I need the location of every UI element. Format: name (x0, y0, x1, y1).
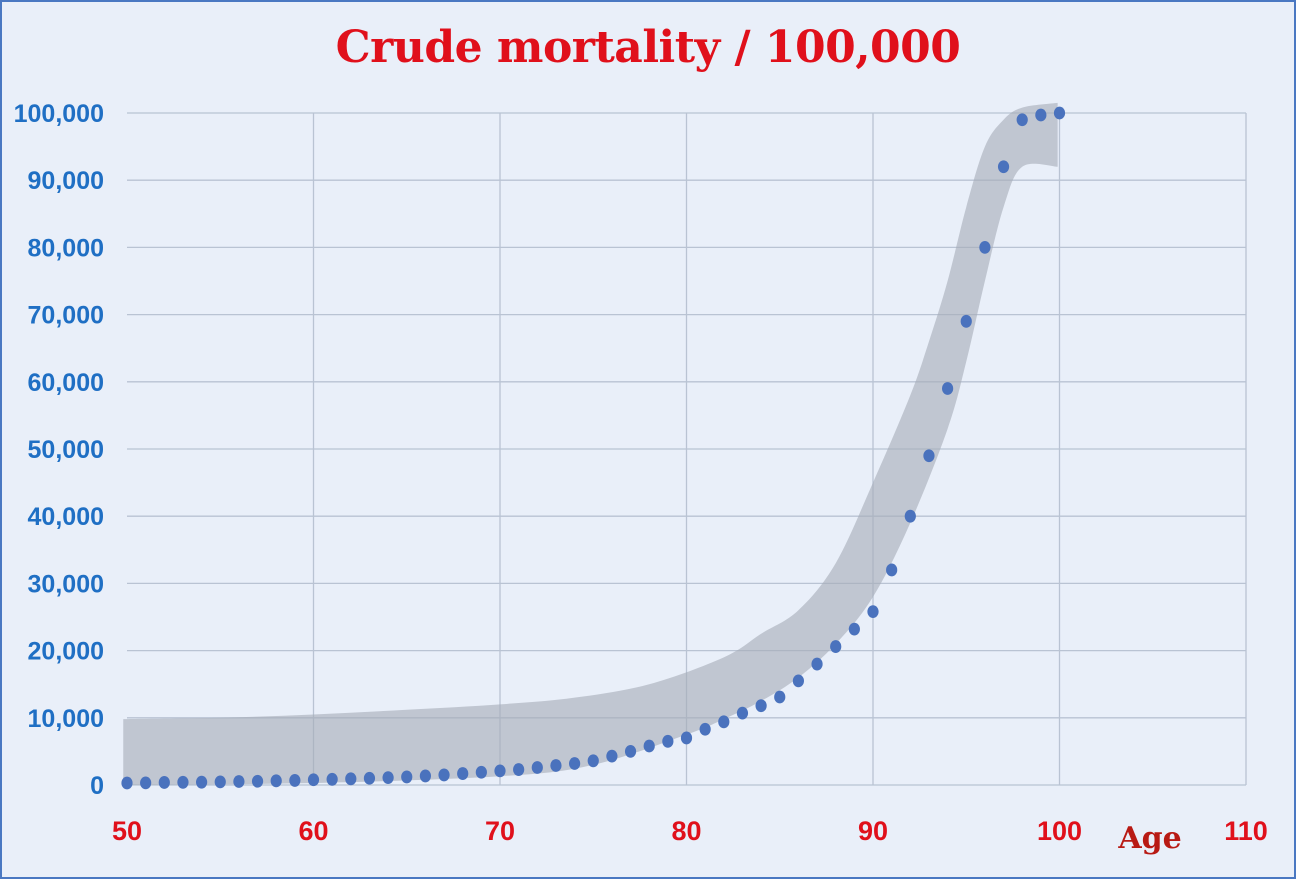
data-point-age-66 (419, 769, 431, 783)
y-tick-label: 10,000 (28, 705, 104, 733)
x-tick-label: 100 (1037, 816, 1082, 846)
data-point-age-53 (177, 775, 189, 789)
data-point-age-56 (233, 775, 245, 788)
data-point-age-86 (792, 674, 805, 688)
x-tick-label: 80 (671, 816, 701, 846)
data-point-age-55 (214, 775, 226, 789)
data-point-age-74 (569, 757, 581, 770)
data-point-age-64 (382, 771, 394, 785)
data-point-age-60 (307, 773, 320, 787)
data-point-age-98 (1016, 113, 1028, 127)
y-tick-label: 80,000 (28, 234, 104, 262)
data-point-age-79 (662, 734, 674, 748)
grid-lines (127, 112, 1247, 786)
data-point-age-99 (1035, 108, 1047, 122)
data-point-age-69 (475, 765, 487, 779)
data-point-age-84 (755, 699, 767, 713)
data-point-age-59 (289, 774, 301, 787)
chart-title: Crude mortality / 100,000 (335, 22, 961, 73)
data-point-age-89 (848, 622, 860, 636)
data-point-age-94 (942, 382, 954, 395)
data-point-age-90 (867, 605, 879, 619)
data-point-age-75 (587, 754, 599, 768)
data-point-age-85 (774, 690, 786, 704)
y-axis-ticks: 0 10,000 20,000 30,000 40,000 50,000 60,000 70,… (14, 100, 104, 800)
data-point-age-76 (606, 749, 618, 763)
data-point-age-61 (326, 772, 338, 786)
data-point-age-52 (158, 776, 170, 789)
y-tick-label: 50,000 (28, 436, 104, 464)
data-point-age-73 (550, 759, 562, 772)
x-tick-label: 70 (485, 816, 515, 846)
data-point-age-63 (363, 771, 376, 785)
y-tick-label: 20,000 (28, 638, 104, 666)
data-point-age-77 (624, 745, 637, 758)
data-point-age-54 (196, 775, 208, 789)
data-point-age-96 (979, 241, 991, 254)
x-tick-label: 90 (858, 816, 888, 846)
y-tick-label: 0 (90, 772, 104, 800)
x-tick-label: 50 (112, 816, 142, 846)
data-point-age-80 (680, 731, 693, 745)
y-tick-label: 30,000 (28, 570, 104, 598)
uncertainty-band (123, 102, 1058, 786)
data-point-age-78 (643, 739, 655, 753)
x-axis-label: Age (1117, 821, 1181, 856)
data-point-age-83 (736, 706, 749, 720)
data-point-age-88 (830, 640, 842, 653)
y-tick-label: 60,000 (28, 369, 104, 397)
data-point-age-65 (401, 770, 413, 784)
data-point-age-93 (923, 449, 935, 463)
y-tick-label: 70,000 (28, 302, 104, 330)
data-point-age-71 (513, 763, 525, 776)
data-points (121, 106, 1066, 790)
data-point-age-70 (494, 764, 506, 778)
data-point-age-82 (718, 715, 730, 729)
data-point-age-72 (531, 761, 543, 774)
data-point-age-57 (251, 774, 264, 788)
data-point-age-62 (345, 772, 357, 786)
data-point-age-58 (270, 774, 282, 788)
x-axis-ticks: 50 60 70 80 90 100 110 (112, 816, 1268, 846)
data-point-age-81 (699, 722, 711, 736)
data-point-age-67 (438, 768, 450, 782)
data-point-age-95 (960, 314, 972, 328)
data-point-age-100 (1053, 106, 1066, 120)
data-point-age-87 (811, 657, 823, 671)
x-tick-label: 110 (1224, 816, 1268, 846)
data-point-age-97 (997, 160, 1010, 174)
data-point-age-68 (457, 767, 469, 780)
y-tick-label: 90,000 (28, 167, 104, 195)
data-point-age-51 (140, 776, 152, 790)
data-point-age-91 (886, 563, 898, 577)
x-tick-label: 60 (298, 816, 328, 846)
data-point-age-92 (904, 509, 916, 523)
y-tick-label: 40,000 (28, 503, 104, 531)
y-tick-label: 100,000 (14, 100, 104, 128)
data-point-age-50 (121, 776, 133, 790)
